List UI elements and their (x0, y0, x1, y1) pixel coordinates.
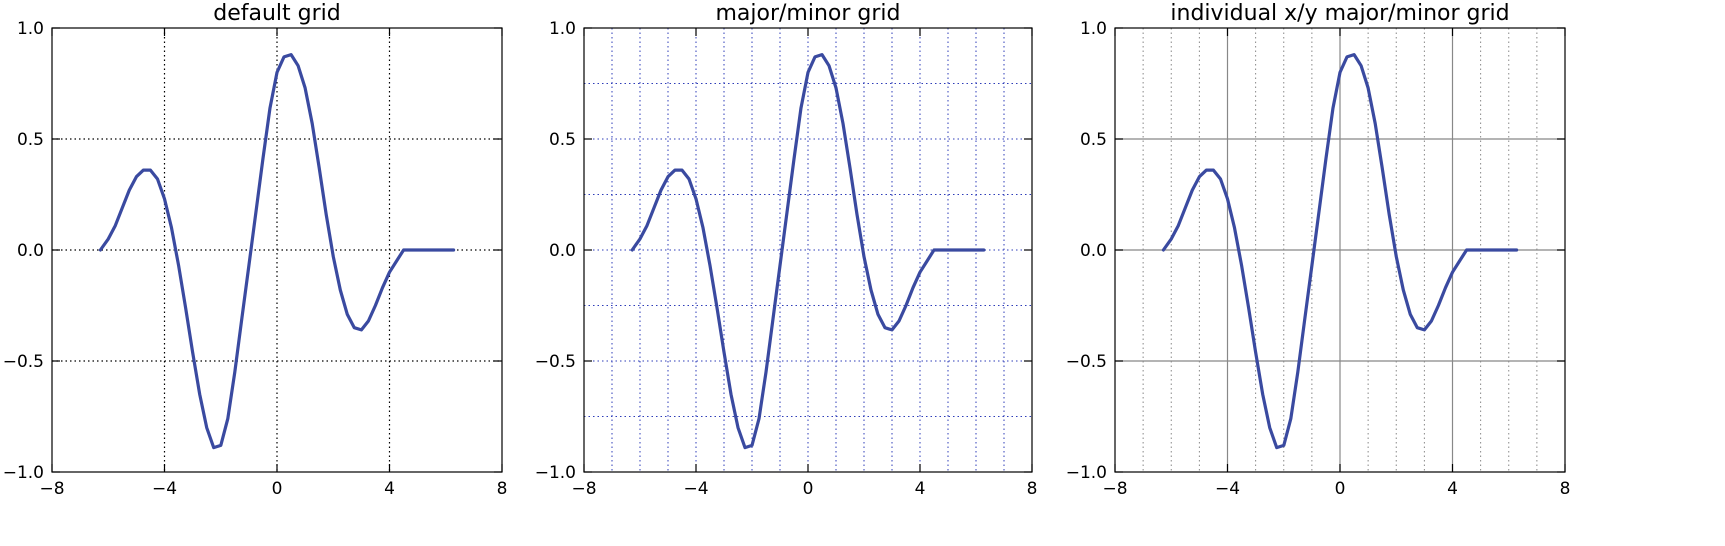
chart-major-minor-grid: major/minor grid −8 −4 0 4 8 −1.0 −0.5 0.0 0.5 1.… (535, 1, 1038, 499)
grid (584, 28, 1032, 472)
y-tick-label: −1.0 (1066, 463, 1107, 483)
y-tick-label: 0.0 (1080, 241, 1107, 261)
x-tick-label: 4 (915, 479, 926, 499)
chart-title: default grid (213, 1, 341, 26)
series-line (1161, 53, 1519, 450)
ticks (583, 27, 1033, 473)
chart-default-grid: default grid −8 −4 0 4 8 −1.0 −0.5 0.0 0.5 1.0 (3, 1, 508, 499)
y-tick-label: 0.5 (549, 130, 576, 150)
x-tick-label: −8 (39, 479, 64, 499)
x-tick-label: 8 (1560, 479, 1571, 499)
chart-title: major/minor grid (715, 1, 900, 26)
y-tick-label: 1.0 (17, 19, 44, 39)
x-tick-label: −4 (1215, 479, 1240, 499)
y-tick-label: −1.0 (535, 463, 576, 483)
chart-title: individual x/y major/minor grid (1170, 1, 1509, 26)
x-tick-label: 0 (803, 479, 814, 499)
x-tick-label: 0 (272, 479, 283, 499)
x-tick-label: 4 (384, 479, 395, 499)
x-tick-label: −4 (683, 479, 708, 499)
y-tick-label: 0.0 (17, 241, 44, 261)
x-tick-label: 8 (1027, 479, 1038, 499)
x-tick-label: 0 (1335, 479, 1346, 499)
x-tick-label: −4 (152, 479, 177, 499)
y-tick-label: −1.0 (3, 463, 44, 483)
series-line (98, 53, 456, 450)
x-tick-label: 4 (1447, 479, 1458, 499)
y-tick-label: −0.5 (3, 352, 44, 372)
series-line (630, 53, 986, 450)
chart-individual-grid: individual x/y major/minor grid −8 −4 0 4 8 −… (1066, 1, 1571, 499)
y-tick-label: −0.5 (535, 352, 576, 372)
y-tick-label: −0.5 (1066, 352, 1107, 372)
y-tick-label: 1.0 (549, 19, 576, 39)
y-tick-label: 1.0 (1080, 19, 1107, 39)
x-tick-label: −8 (571, 479, 596, 499)
x-tick-label: 8 (497, 479, 508, 499)
y-tick-label: 0.5 (1080, 130, 1107, 150)
y-tick-label: 0.5 (17, 130, 44, 150)
ticks (51, 27, 503, 473)
x-tick-label: −8 (1102, 479, 1127, 499)
ticks (1114, 27, 1566, 473)
y-tick-label: 0.0 (549, 241, 576, 261)
